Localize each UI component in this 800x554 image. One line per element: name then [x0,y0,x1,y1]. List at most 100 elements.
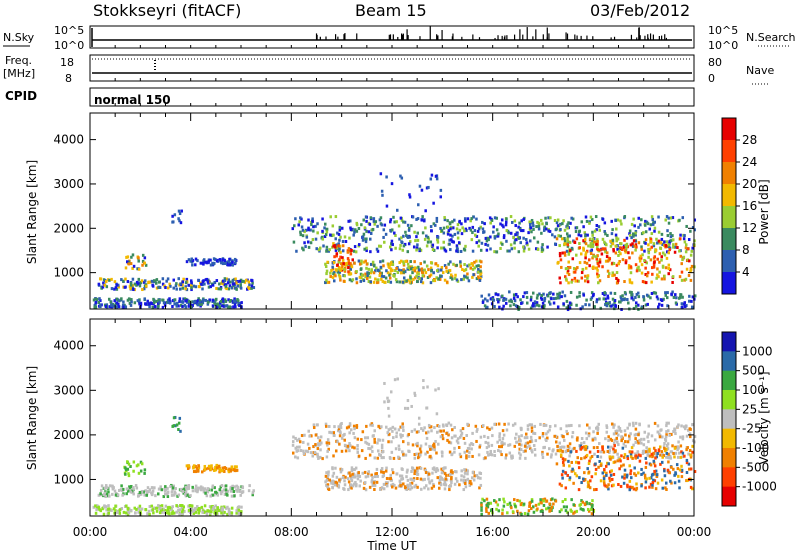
radar-cell [317,248,321,252]
radar-cell [618,457,622,461]
radar-cell [587,470,591,474]
radar-cell [302,248,305,252]
radar-cell [110,287,114,291]
radar-cell [435,219,439,223]
radar-cell [584,444,588,448]
radar-cell [347,480,351,484]
radar-cell [589,237,592,241]
radar-cell [98,297,101,301]
radar-cell [114,493,118,497]
radar-cell [370,422,374,426]
radar-cell [614,251,618,255]
radar-cell [563,239,567,243]
radar-cell [176,494,179,498]
radar-cell [405,475,408,479]
radar-cell [229,511,232,515]
radar-cell [437,424,441,428]
radar-cell [640,437,643,441]
radar-cell [558,244,561,248]
radar-cell [617,456,620,460]
radar-cell [344,240,348,244]
radar-cell [574,279,577,283]
radar-cell [391,243,394,247]
radar-cell [650,291,654,295]
radar-cell [139,492,143,496]
radar-cell [221,299,224,303]
radar-cell [576,436,579,440]
radar-cell [332,272,335,276]
radar-cell [327,487,331,491]
radar-cell [329,215,332,219]
radar-cell [570,423,573,427]
radar-cell [522,236,525,240]
radar-cell [393,427,397,431]
radar-cell [408,195,412,199]
radar-cell [605,255,609,259]
radar-cell [666,291,669,295]
radar-cell [372,280,376,284]
radar-cell [623,453,627,457]
radar-cell [527,247,531,251]
radar-cell [343,274,346,278]
radar-cell [202,258,206,262]
radar-cell [350,479,354,483]
radar-cell [479,435,483,439]
power-ylabel: Slant Range [km] [25,160,39,264]
radar-cell [326,475,329,479]
radar-cell [126,280,130,284]
radar-cell [631,251,634,255]
radar-cell [450,469,453,473]
radar-cell [139,280,143,284]
radar-cell [194,487,197,491]
radar-cell [570,460,573,464]
radar-cell [686,258,690,262]
radar-cell [596,239,599,243]
radar-cell [534,247,538,251]
radar-cell [355,229,359,233]
radar-cell [451,220,454,224]
radar-cell [304,228,308,232]
radar-cell [563,253,567,257]
radar-cell [483,499,486,503]
radar-cell [148,512,151,516]
radar-cell [210,488,213,492]
radar-cell [194,257,198,261]
radar-cell [449,423,453,427]
radar-cell [381,280,385,284]
radar-cell [652,446,656,450]
radar-cell [211,298,214,302]
radar-cell [428,455,431,459]
radar-cell [626,426,629,430]
radar-cell [622,442,626,446]
radar-cell [367,279,371,283]
radar-cell [347,219,350,223]
radar-cell [433,426,436,430]
radar-cell [415,466,419,470]
radar-cell [432,271,435,275]
radar-cell [567,424,571,428]
radar-cell [139,303,143,307]
radar-cell [301,234,305,238]
radar-cell [557,260,560,264]
radar-cell [406,468,409,472]
radar-cell [348,236,351,240]
radar-cell [510,506,513,510]
nave-label: Nave [746,64,774,77]
radar-cell [514,233,517,237]
radar-cell [669,216,673,220]
radar-cell [660,298,664,302]
radar-cell [428,274,431,278]
radar-cell [423,477,426,481]
radar-cell [424,209,427,213]
radar-cell [237,487,240,491]
radar-cell [182,505,185,509]
radar-cell [318,246,322,250]
radar-cell [145,493,149,497]
radar-cell [324,232,328,236]
radar-cell [451,470,454,474]
radar-cell [128,301,132,305]
radar-cell [588,221,591,225]
radar-cell [642,449,646,453]
radar-cell [667,421,670,425]
radar-cell [439,226,442,230]
